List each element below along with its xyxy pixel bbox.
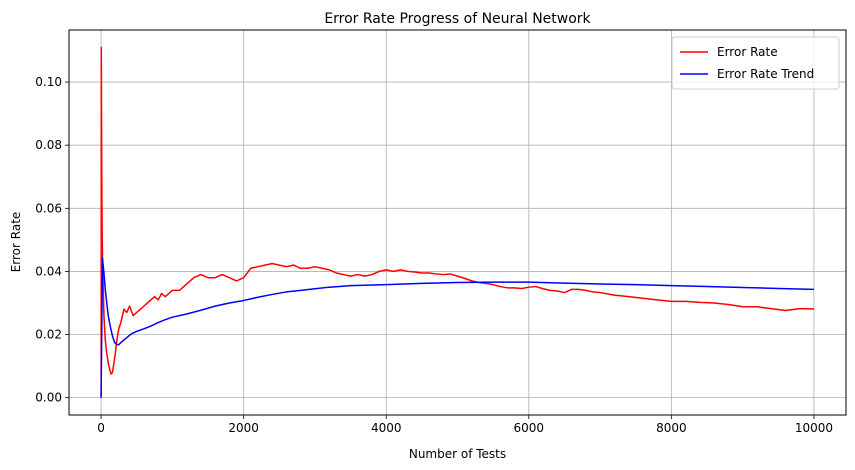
- plot-frame: [68, 29, 847, 416]
- x-axis: 0 2000 4000 6000 8000 10000: [97, 415, 833, 435]
- y-tick-label: 0.08: [35, 138, 62, 152]
- legend-label: Error Rate Trend: [717, 67, 814, 81]
- x-tick-label: 8000: [656, 421, 687, 435]
- grid-lines: [69, 30, 846, 415]
- series-line-error-rate: [100, 46, 814, 398]
- series-layer: [100, 46, 814, 398]
- x-tick-label: 2000: [228, 421, 259, 435]
- x-tick-label: 6000: [514, 421, 545, 435]
- y-axis: 0.00 0.02 0.04 0.06 0.08 0.10: [35, 75, 69, 405]
- y-tick-label: 0.06: [35, 201, 62, 215]
- y-axis-title: Error Rate: [9, 212, 23, 273]
- x-tick-label: 0: [97, 421, 105, 435]
- legend: Error Rate Error Rate Trend: [671, 36, 840, 90]
- y-tick-label: 0.04: [35, 264, 62, 278]
- legend-label: Error Rate: [717, 45, 778, 59]
- legend-box: [671, 36, 840, 90]
- series-line-error-rate-trend: [100, 258, 814, 398]
- x-axis-title: Number of Tests: [409, 447, 506, 461]
- y-tick-label: 0.00: [35, 391, 62, 405]
- y-tick-label: 0.02: [35, 328, 62, 342]
- y-tick-label: 0.10: [35, 75, 62, 89]
- x-tick-label: 10000: [795, 421, 833, 435]
- chart-title: Error Rate Progress of Neural Network: [324, 11, 591, 27]
- x-tick-label: 4000: [371, 421, 402, 435]
